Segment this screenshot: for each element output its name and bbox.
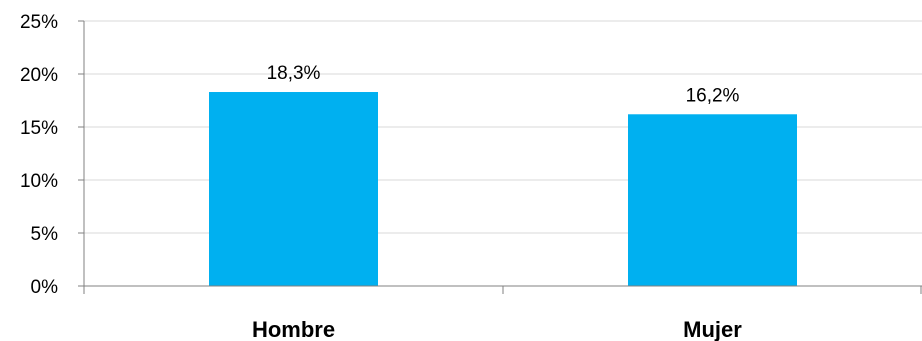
x-category-label: Mujer — [683, 317, 742, 341]
x-category-label: Hombre — [252, 317, 335, 341]
y-tick-label: 5% — [31, 224, 59, 245]
y-tick-label: 15% — [20, 118, 58, 139]
y-tick-label: 10% — [20, 171, 58, 192]
bar-hombre — [209, 92, 378, 287]
y-tick-label: 25% — [20, 12, 58, 33]
axes — [78, 20, 922, 294]
bar-mujer — [628, 114, 797, 286]
y-tick-label: 20% — [20, 65, 58, 86]
y-tick-label: 0% — [31, 277, 59, 298]
data-label: 16,2% — [686, 85, 740, 106]
labels: 0% 5% 10% 15% 20% 25% 18,3% Hombre 16,2% Mujer — [20, 12, 742, 341]
bars — [209, 92, 797, 287]
data-label: 18,3% — [267, 63, 321, 84]
